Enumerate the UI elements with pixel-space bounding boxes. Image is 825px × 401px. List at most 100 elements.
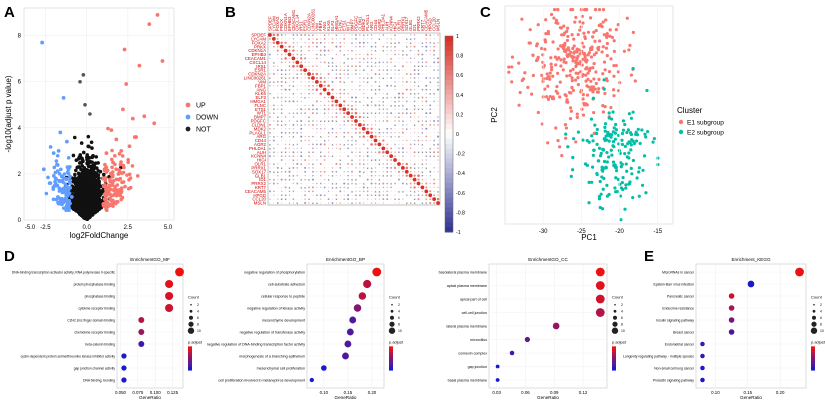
- correlation-cell: [331, 112, 334, 114]
- correlation-cell: [367, 120, 369, 122]
- nonsignificant-mark: ×: [433, 92, 435, 96]
- correlation-cell: [422, 77, 423, 79]
- correlation-cell: [300, 81, 302, 83]
- correlation-cell: [300, 179, 302, 180]
- nonsignificant-mark: ×: [390, 104, 392, 108]
- correlation-cell: [351, 120, 353, 122]
- correlation-cell: [394, 73, 396, 75]
- correlation-cell: [386, 143, 389, 146]
- correlation-cell: [405, 166, 409, 170]
- correlation-cell: [375, 38, 376, 40]
- volcano-point-down: [40, 40, 45, 45]
- correlation-cell: [402, 38, 404, 40]
- correlation-cell: [312, 147, 314, 150]
- correlation-cell: [406, 136, 408, 137]
- go-cc-dot: [509, 350, 515, 356]
- correlation-cell: [311, 123, 314, 126]
- correlation-cell: [363, 53, 365, 56]
- nonsignificant-mark: ×: [390, 174, 392, 178]
- correlation-cell: [437, 97, 439, 98]
- volcano-point-not: [76, 171, 81, 176]
- correlation-cell: [331, 131, 334, 134]
- correlation-cell: [406, 124, 408, 126]
- pca-point-e2: [629, 148, 633, 152]
- correlation-cell: [320, 151, 322, 153]
- pca-point-e2: [607, 116, 611, 120]
- go-mf-legend-count-label: 8: [197, 323, 199, 327]
- pca-point-e1: [593, 8, 597, 12]
- correlation-cell: [367, 183, 369, 184]
- nonsignificant-mark: ×: [359, 194, 361, 198]
- nonsignificant-mark: ×: [378, 178, 380, 182]
- correlation-row-label: HPGD: [253, 193, 266, 198]
- nonsignificant-mark: ×: [429, 33, 431, 37]
- correlation-cell: [347, 198, 350, 201]
- volcano-point-up: [121, 107, 125, 112]
- pca-point-e1: [558, 44, 563, 48]
- correlation-cell: [280, 69, 283, 72]
- correlation-cell: [429, 88, 431, 91]
- pca-point-e1: [540, 73, 544, 77]
- pca-point-e1: [548, 94, 552, 99]
- pca-point-e1: [578, 28, 582, 32]
- correlation-cell: [320, 116, 322, 118]
- kegg-legend-padj-segment: [811, 351, 815, 354]
- correlation-cell: [367, 101, 369, 102]
- correlation-cell: [343, 124, 346, 126]
- correlation-cell: [386, 147, 389, 150]
- pca-point-e1: [556, 71, 560, 75]
- correlation-cell: [351, 190, 353, 192]
- correlation-col-label: VIM: [314, 23, 319, 31]
- correlation-cell: [374, 167, 377, 169]
- correlation-row-label: HIGI: [257, 158, 266, 163]
- correlation-cell: [339, 100, 341, 103]
- correlation-cell: [409, 77, 412, 79]
- correlation-cell: [351, 202, 353, 204]
- go-mf-legend-padj-segment: [188, 348, 192, 352]
- pca-point-e1: [614, 28, 618, 32]
- go-cc-term-label: cell-cell junction: [462, 311, 487, 315]
- correlation-cell: [402, 116, 404, 118]
- volcano-ylabel: -log10(adjust p value): [4, 75, 13, 152]
- correlation-cell: [437, 132, 439, 134]
- correlation-col-label: SPDEF: [267, 16, 272, 31]
- nonsignificant-mark: ×: [300, 178, 302, 182]
- volcano-point-not: [81, 204, 85, 209]
- pca-point-e2: [640, 128, 644, 132]
- nonsignificant-mark: ×: [406, 45, 408, 49]
- volcano-point-up: [135, 174, 140, 178]
- correlation-cell: [367, 93, 369, 94]
- correlation-cell: [312, 92, 314, 95]
- kegg-dot: [728, 305, 735, 311]
- pca-point-e1: [572, 37, 576, 41]
- correlation-cell: [429, 100, 431, 102]
- correlation-cell: [397, 162, 401, 166]
- correlation-cell: [359, 34, 361, 36]
- correlation-cell: [362, 190, 365, 193]
- correlation-cell: [350, 115, 354, 119]
- correlation-cell: [386, 38, 388, 40]
- correlation-cell: [386, 124, 388, 126]
- correlation-cell: [323, 80, 326, 84]
- correlation-cell: [327, 190, 330, 193]
- nonsignificant-mark: ×: [421, 143, 423, 147]
- correlation-cell: [277, 163, 279, 165]
- correlation-cell: [288, 135, 291, 138]
- correlation-cell: [268, 190, 271, 193]
- correlation-cell: [398, 85, 400, 87]
- correlation-cell: [324, 73, 326, 75]
- correlation-cell: [378, 139, 381, 142]
- correlation-cell: [308, 163, 310, 165]
- correlation-cell: [342, 107, 347, 112]
- correlation-cell: [335, 69, 338, 72]
- correlation-cell: [308, 45, 310, 48]
- correlation-cell: [366, 73, 369, 75]
- correlation-cell: [327, 104, 330, 106]
- correlation-cell: [418, 85, 419, 87]
- nonsignificant-mark: ×: [296, 112, 298, 116]
- correlation-cell: [429, 147, 431, 149]
- colorbar-segment: [445, 104, 453, 110]
- nonsignificant-mark: ×: [359, 100, 361, 104]
- kegg-legend-count-dot: [812, 315, 816, 320]
- pca-point-e1: [603, 68, 607, 72]
